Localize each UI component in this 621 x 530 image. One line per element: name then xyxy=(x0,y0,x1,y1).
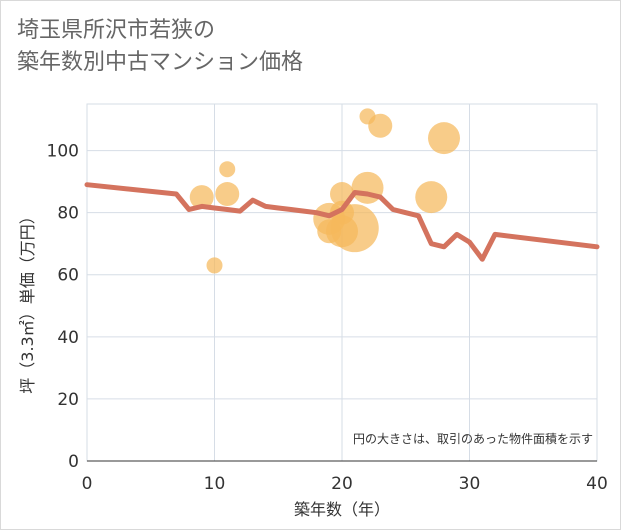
bubble-series xyxy=(189,108,460,274)
y-tick-label: 20 xyxy=(57,390,79,410)
bubble-point xyxy=(330,204,379,253)
bubble-point xyxy=(368,113,393,138)
x-tick-label: 0 xyxy=(82,474,93,494)
y-tick-label: 80 xyxy=(57,204,79,224)
y-tick-label: 40 xyxy=(57,328,79,348)
bubble-point xyxy=(215,182,240,207)
bubble-point xyxy=(206,257,223,274)
x-tick-label: 20 xyxy=(331,474,353,494)
x-tick-label: 40 xyxy=(586,474,608,494)
x-tick-labels: 0 10 20 30 40 xyxy=(82,474,608,494)
y-tick-label: 60 xyxy=(57,266,79,286)
chart-title-line-1: 埼玉県所沢市若狭の xyxy=(17,18,216,43)
x-axis-label: 築年数（年） xyxy=(294,500,390,519)
y-tick-label: 100 xyxy=(47,142,79,162)
bubble-point xyxy=(415,181,448,214)
y-tick-labels: 0 20 40 60 80 100 xyxy=(47,142,79,472)
bubble-point xyxy=(428,122,460,155)
y-tick-label: 0 xyxy=(68,452,79,472)
chart-title-line-2: 築年数別中古マンション価格 xyxy=(17,50,304,75)
bubble-point xyxy=(189,185,214,210)
y-axis-label: 坪（3.3㎡）単価（万円） xyxy=(18,208,37,393)
trend-series xyxy=(84,182,600,262)
grid-lines xyxy=(87,104,597,462)
x-tick-label: 30 xyxy=(459,474,481,494)
bubble-point xyxy=(219,161,236,178)
x-tick-label: 10 xyxy=(204,474,226,494)
size-note: 円の大きさは、取引のあった物件面積を示す xyxy=(353,431,593,446)
trend-line xyxy=(84,182,600,262)
chart-title: 埼玉県所沢市若狭の 築年数別中古マンション価格 xyxy=(17,15,303,79)
